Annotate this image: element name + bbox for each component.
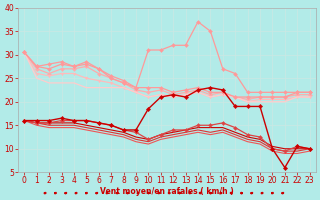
- X-axis label: Vent moyen/en rafales ( km/h ): Vent moyen/en rafales ( km/h ): [100, 187, 234, 196]
